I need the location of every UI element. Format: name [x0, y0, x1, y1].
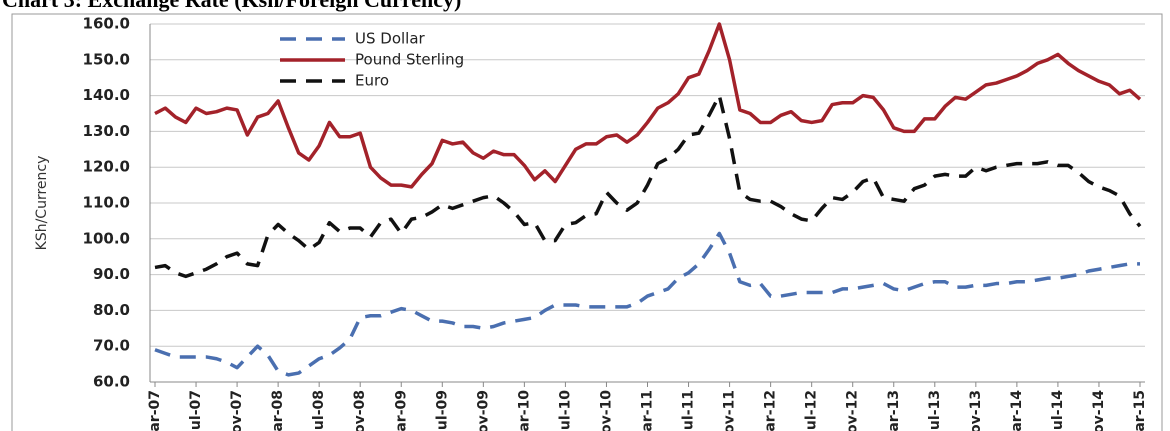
y-tick-label: 160.0 [83, 15, 130, 33]
data-line [154, 22, 1142, 189]
chart-frame [11, 13, 1163, 431]
y-tick-label: 120.0 [83, 158, 130, 176]
x-tick-label: Nov-12 [845, 390, 861, 431]
legend-label: US Dollar [355, 30, 426, 48]
x-tick-label: Mar-14 [1009, 390, 1025, 431]
x-tick-label: Nov-10 [598, 390, 614, 431]
y-tick-label: 70.0 [93, 337, 130, 355]
x-tick-label: Jul-07 [188, 390, 204, 431]
x-tick-label: Nov-14 [1091, 390, 1107, 431]
x-tick-label: Jul-14 [1050, 390, 1066, 431]
x-tick-label: Mar-12 [763, 390, 779, 431]
x-tick-label: Mar-13 [886, 390, 902, 431]
x-tick-label: Nov-13 [968, 390, 984, 431]
x-tick-label: Nov-07 [229, 390, 245, 431]
x-tick-label: Nov-11 [722, 390, 738, 431]
legend-label: Pound Sterling [355, 51, 464, 69]
x-tick-label: Nov-09 [475, 390, 491, 431]
y-tick-label: 140.0 [83, 86, 130, 104]
x-tick-label: Jul-08 [311, 390, 327, 431]
y-axis-label: KSh/Currency [34, 156, 50, 251]
y-tick-label: 130.0 [83, 122, 130, 140]
y-tick-label: 150.0 [83, 50, 130, 68]
x-tick-label: Mar-10 [516, 390, 532, 431]
y-tick-label: 110.0 [83, 194, 130, 212]
y-tick-label: 90.0 [93, 265, 130, 283]
x-tick-label: Mar-15 [1132, 390, 1148, 431]
y-tick-label: 80.0 [93, 301, 130, 319]
chart-title: Chart 3: Exchange Rate (Ksh/Foreign Curr… [2, 0, 461, 12]
x-tick-label: Jul-12 [804, 390, 820, 431]
x-tick-label: Mar-09 [393, 390, 409, 431]
data-line [154, 231, 1140, 377]
y-tick-label: 60.0 [93, 373, 130, 391]
x-tick-label: Nov-08 [352, 390, 368, 431]
x-tick-label: Jul-13 [927, 390, 943, 431]
x-tick-label: Jul-10 [557, 390, 573, 431]
y-tick-label: 100.0 [83, 229, 130, 247]
x-tick-label: Mar-11 [640, 390, 656, 431]
x-tick-label: Mar-07 [147, 390, 163, 431]
data-line [154, 93, 1142, 279]
x-tick-label: Jul-09 [434, 390, 450, 431]
x-tick-label: Jul-11 [681, 390, 697, 431]
legend-label: Euro [355, 72, 389, 90]
x-tick-label: Mar-08 [270, 390, 286, 431]
